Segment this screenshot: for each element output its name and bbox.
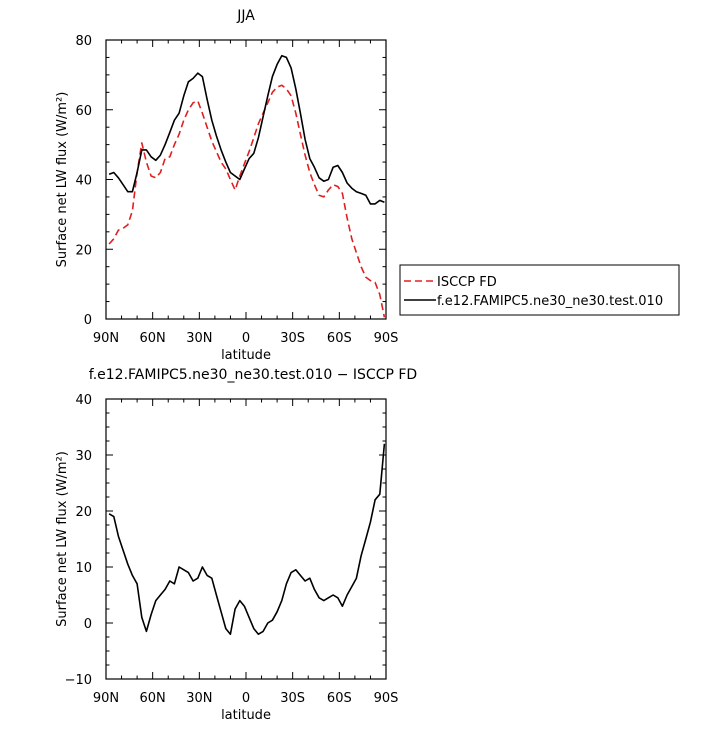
x-tick-label: 60S (327, 331, 352, 346)
legend-label-2: f.e12.FAMIPC5.ne30_ne30.test.010 (437, 294, 663, 309)
legend-label-1: ISCCP FD (437, 275, 497, 290)
y-tick-label: 40 (75, 393, 92, 408)
y-axis-label: Surface net LW flux (W/m²) (55, 92, 70, 268)
top-panel-jja: JJA 0 20 40 60 80 90N 60N 30N 0 30S 60S 90S latitude S… (55, 8, 398, 363)
y-tick-label: 60 (75, 104, 92, 119)
x-tick-label: 60N (140, 331, 166, 346)
y-tick-label: 0 (84, 313, 92, 328)
y-tick-label: 10 (75, 561, 92, 576)
x-tick-label: 30S (280, 331, 305, 346)
x-tick-label: 90S (374, 331, 399, 346)
series-line-2 (108, 54, 385, 205)
plot-frame (105, 39, 387, 320)
plot-frame (105, 398, 387, 680)
y-tick-label: 30 (75, 449, 92, 464)
x-tick-label: 30N (186, 691, 212, 706)
x-tick-label: 0 (242, 691, 250, 706)
x-tick-label: 90N (93, 331, 119, 346)
y-tick-label: 20 (75, 505, 92, 520)
legend: ISCCP FD f.e12.FAMIPC5.ne30_ne30.test.010 (399, 264, 680, 316)
series-line-1 (108, 443, 386, 636)
y-tick-label: 20 (75, 243, 92, 258)
chart-title: f.e12.FAMIPC5.ne30_ne30.test.010 − ISCCP… (89, 367, 417, 383)
y-axis-label: Surface net LW flux (W/m²) (55, 451, 70, 627)
x-tick-label: 30N (186, 331, 212, 346)
x-tick-label: 60N (140, 691, 166, 706)
y-tick-label: 0 (84, 617, 92, 632)
chart-title: JJA (236, 8, 255, 24)
x-tick-label: 90N (93, 691, 119, 706)
series-line-1 (108, 84, 386, 318)
x-tick-label: 0 (242, 331, 250, 346)
x-axis-label: latitude (221, 348, 271, 363)
bottom-panel-difference: f.e12.FAMIPC5.ne30_ne30.test.010 − ISCCP… (55, 367, 417, 723)
x-tick-label: 60S (327, 691, 352, 706)
legend-box (399, 264, 680, 316)
y-tick-label: −10 (65, 673, 92, 688)
x-tick-label: 30S (280, 691, 305, 706)
x-tick-label: 90S (374, 691, 399, 706)
y-tick-label: 80 (75, 34, 92, 49)
y-tick-label: 40 (75, 174, 92, 189)
x-axis-label: latitude (221, 708, 271, 723)
